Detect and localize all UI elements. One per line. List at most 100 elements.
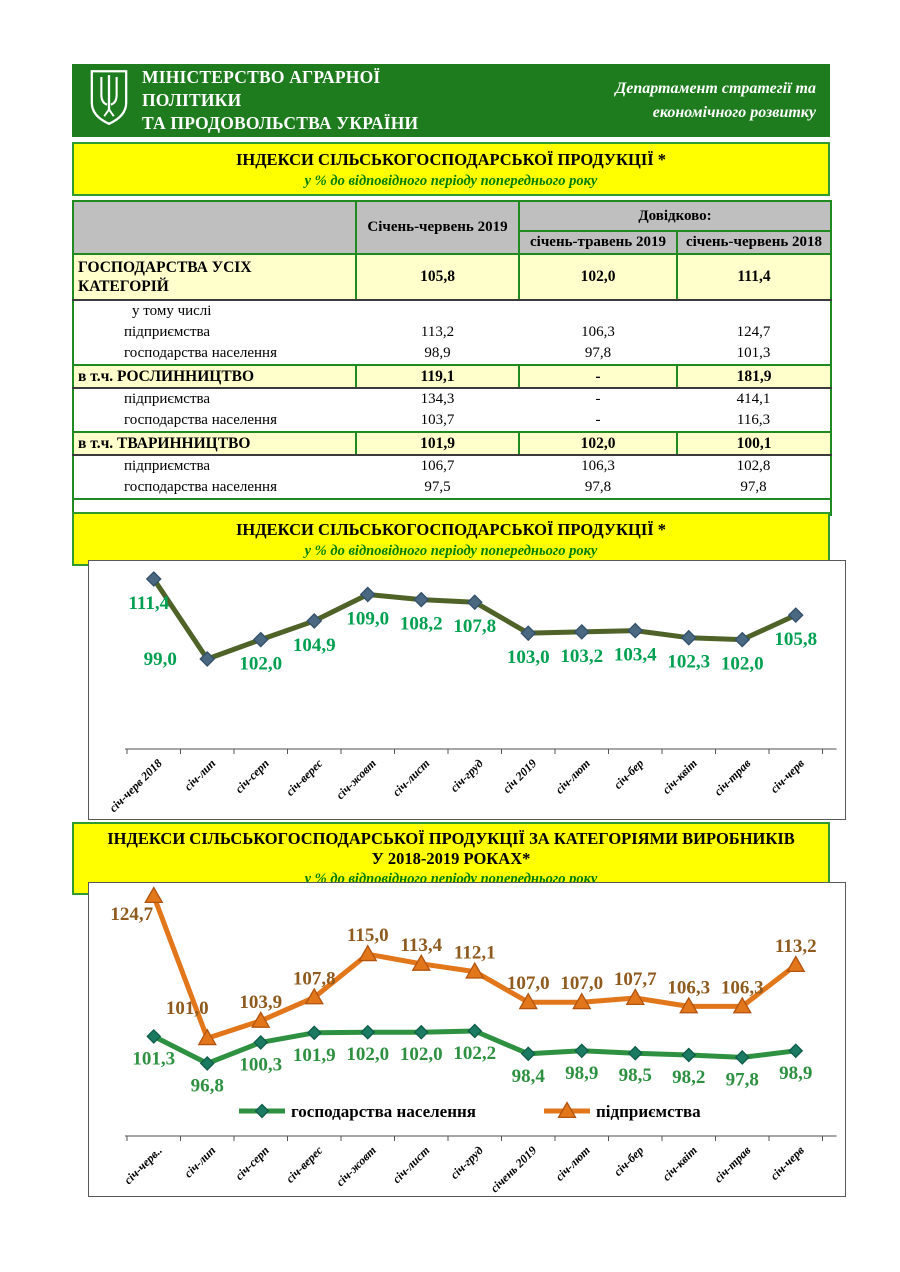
row-label: підприємства: [124, 391, 211, 407]
department-name-line2: економічного розвитку: [652, 103, 816, 121]
diamond-marker: [145, 571, 162, 587]
table-row: підприємства 134,3 - 414,1: [73, 388, 831, 410]
triangle-marker: [557, 1101, 577, 1119]
data-label: 111,4: [128, 593, 169, 614]
row-value: 414,1: [736, 391, 771, 407]
triangle-marker: [625, 988, 645, 1006]
table-corner-cell: [72, 200, 357, 255]
row-value: 113,2: [420, 324, 455, 340]
row-value: -: [518, 364, 677, 389]
section1-subtitle: у % до відповідного періоду попереднього…: [304, 172, 598, 189]
row-value: 97,8: [584, 479, 612, 495]
x-axis-label: січ-черв 2018: [106, 756, 165, 815]
chart-agri-indices: 111,4 99,0 102,0 104,9 109,0 108,2 107,8 103,0 1…: [88, 560, 846, 820]
row-value: [519, 300, 677, 322]
data-label: 98,9: [779, 1063, 812, 1084]
ministry-header: МІНІСТЕРСТВО АГРАРНОЇ ПОЛІТИКИ ТА ПРОДОВ…: [72, 64, 830, 137]
row-value: 97,5: [424, 479, 451, 495]
diamond-marker: [680, 629, 697, 646]
data-label: 102,0: [721, 654, 764, 675]
diamond-marker: [413, 1024, 429, 1040]
triangle-marker: [732, 996, 752, 1014]
section2-title-bar: ІНДЕКСИ СІЛЬСЬКОГОСПОДАРСЬКОЇ ПРОДУКЦІЇ …: [72, 512, 830, 567]
data-label: 112,1: [454, 943, 496, 964]
x-axis-label: січ-лип: [181, 756, 218, 793]
row-value: 181,9: [676, 364, 831, 389]
data-label: 101,3: [132, 1048, 175, 1069]
indices-table: Січень-червень 2019 Довідково: січень-тр…: [72, 200, 832, 516]
department-name: Департамент стратегії та економічного ро…: [615, 77, 816, 123]
x-axis-label: січ-верес: [283, 756, 326, 799]
section2-title: ІНДЕКСИ СІЛЬСЬКОГОСПОДАРСЬКОЇ ПРОДУКЦІЇ …: [235, 520, 667, 539]
data-label: 99,0: [144, 649, 177, 670]
data-label: 97,8: [726, 1069, 759, 1090]
data-label: 102,0: [346, 1044, 389, 1065]
row-value: 102,0: [518, 253, 677, 301]
diamond-marker: [413, 591, 430, 608]
ministry-name-line1: МІНІСТЕРСТВО АГРАРНОЇ: [142, 67, 381, 88]
x-axis-label: січ-бер: [611, 756, 647, 792]
diamond-marker: [199, 1055, 215, 1071]
data-label: 104,9: [293, 635, 336, 656]
data-label: 103,2: [560, 646, 603, 667]
diamond-marker: [252, 631, 269, 648]
diamond-marker: [306, 613, 323, 629]
data-label: 102,2: [453, 1043, 496, 1064]
ministry-name-line2: ПОЛІТИКИ: [142, 90, 242, 111]
diamond-marker: [253, 1034, 269, 1050]
tryzub-logo-icon: [88, 68, 130, 133]
data-label: 105,8: [774, 629, 817, 650]
x-axis-label: січ-лют: [552, 756, 592, 796]
diamond-marker: [146, 1028, 162, 1044]
diamond-marker: [254, 1103, 270, 1119]
row-value: 106,3: [581, 324, 615, 340]
col-header-reference: Довідково:: [518, 200, 832, 232]
diamond-marker: [360, 1024, 376, 1040]
row-value: 116,3: [736, 412, 771, 428]
row-value: 103,7: [420, 412, 455, 428]
table-row: ГОСПОДАРСТВА УСІХ КАТЕГОРІЙ 105,8 102,0 111…: [73, 253, 831, 301]
legend-label: підприємства: [596, 1102, 701, 1121]
col-header-ref1: січень-травень 2019: [518, 230, 678, 255]
x-axis-label: січ-верес: [283, 1143, 326, 1186]
data-label: 107,0: [560, 973, 603, 994]
x-axis-label: січ-серп: [232, 756, 272, 796]
triangle-marker: [465, 961, 485, 979]
x-axis-label: січ-лют: [552, 1143, 592, 1183]
section3-title-line2: У 2018-2019 РОКАХ*: [371, 849, 531, 869]
row-value: 101,9: [355, 431, 519, 456]
table-row: в т.ч. ТВАРИННИЦТВО 101,9 102,0 100,1: [73, 431, 831, 456]
data-label: 106,3: [667, 977, 710, 998]
triangle-marker: [144, 886, 164, 904]
row-value: 111,4: [676, 253, 831, 301]
diamond-marker: [787, 607, 804, 624]
diamond-marker: [734, 631, 751, 648]
triangle-marker: [572, 992, 592, 1010]
indices-table-body: ГОСПОДАРСТВА УСІХ КАТЕГОРІЙ 105,8 102,0 111…: [73, 253, 831, 515]
diamond-marker: [627, 1045, 643, 1061]
diamond-marker: [520, 625, 537, 642]
x-axis-label: січ-груд: [447, 756, 486, 795]
x-axis-label: січ-лист: [390, 1143, 433, 1186]
data-label: 107,7: [614, 969, 657, 990]
data-label: 98,4: [512, 1066, 546, 1087]
data-label: 102,0: [400, 1044, 443, 1065]
triangle-marker: [304, 987, 324, 1005]
diamond-marker: [359, 586, 376, 603]
triangle-marker: [786, 955, 806, 973]
x-axis-label: січ-черв: [767, 756, 807, 796]
row-value: 101,3: [736, 345, 771, 361]
diamond-marker: [467, 1023, 483, 1039]
col-header-period: Січень-червень 2019: [355, 200, 520, 255]
row-label: у тому числі: [132, 303, 212, 319]
section1-title: ІНДЕКСИ СІЛЬСЬКОГОСПОДАРСЬКОЇ ПРОДУКЦІЇ …: [235, 150, 667, 169]
section1-title-bar: ІНДЕКСИ СІЛЬСЬКОГОСПОДАРСЬКОЇ ПРОДУКЦІЇ …: [72, 142, 830, 197]
data-label: 102,3: [667, 652, 710, 673]
x-axis-label: січ-черв..: [121, 1143, 165, 1187]
data-label: 115,0: [347, 925, 389, 946]
data-label: 107,0: [507, 973, 550, 994]
row-value: 106,7: [420, 458, 455, 474]
x-axis-label: січ-лип: [181, 1143, 218, 1180]
row-value: 105,8: [355, 253, 519, 301]
row-label: господарства населення: [124, 412, 277, 428]
